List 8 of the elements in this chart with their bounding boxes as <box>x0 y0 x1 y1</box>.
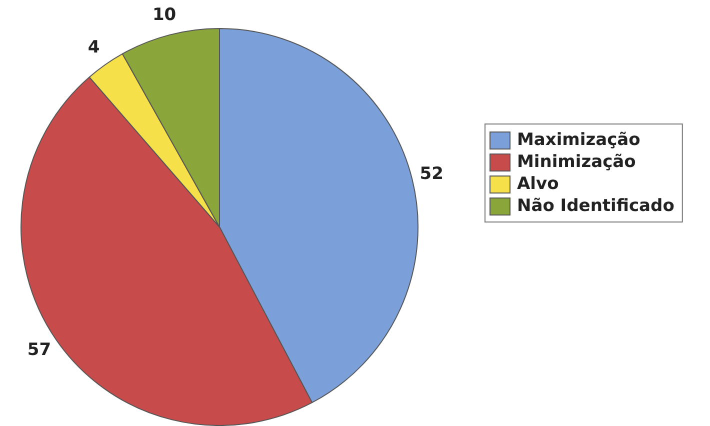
data-label: 4 <box>88 38 100 58</box>
legend-label: Alvo <box>517 174 559 194</box>
legend-label: Maximização <box>517 130 640 150</box>
data-label: 57 <box>27 340 52 360</box>
data-label: 52 <box>420 164 444 184</box>
legend-label: Não Identificado <box>517 196 674 216</box>
data-label: 10 <box>152 5 176 26</box>
legend-label: Minimização <box>517 152 636 172</box>
